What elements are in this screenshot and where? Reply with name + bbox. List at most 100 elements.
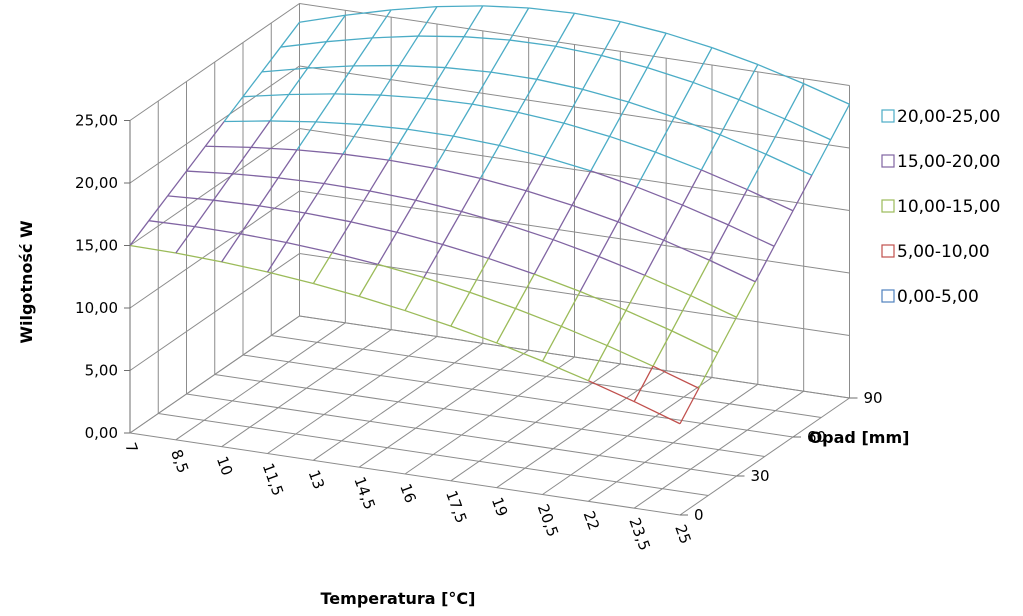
surface-line	[636, 151, 657, 188]
x-tick-label: 7	[121, 440, 141, 455]
surface-line	[175, 252, 222, 263]
y-tick-label: 0	[694, 506, 704, 524]
surface-line	[647, 66, 694, 84]
surface-line	[563, 89, 584, 124]
surface-line	[399, 64, 446, 69]
legend: 20,00-25,00 15,00-20,00 10,00-15,00 5,00-10…	[881, 107, 1000, 307]
surface-line	[765, 153, 813, 176]
wall-grid-line	[129, 252, 850, 371]
surface-line	[471, 71, 492, 105]
surface-line	[600, 21, 621, 56]
surface-line	[436, 5, 483, 8]
surface-line	[251, 146, 298, 151]
surface-line	[299, 14, 346, 23]
z-tick-label: 25,00	[75, 112, 118, 130]
surface-line	[269, 94, 290, 122]
surface-mesh	[129, 5, 851, 425]
z-axis-ticks: 0,00 5,00 10,00 15,00 20,00 25,00	[75, 112, 130, 442]
legend-swatch	[881, 244, 895, 258]
surface-line	[671, 295, 692, 332]
surface-line	[499, 144, 546, 158]
surface-line	[372, 35, 419, 39]
surface-line	[490, 71, 537, 80]
surface-line	[221, 233, 242, 263]
surface-line	[803, 83, 850, 105]
x-axis-title: Temperatura [°C]	[321, 589, 476, 608]
surface-line	[701, 169, 748, 191]
surface-line	[708, 224, 729, 261]
surface-line	[358, 295, 406, 312]
surface-line	[280, 41, 327, 48]
surface-line	[765, 118, 786, 155]
surface-line	[242, 71, 263, 98]
surface-line	[361, 123, 408, 130]
wall-grid-line	[129, 190, 850, 309]
surface-line	[692, 47, 713, 83]
surface-line	[460, 178, 481, 212]
surface-line	[681, 169, 702, 206]
surface-line	[590, 136, 611, 172]
surface-line	[472, 103, 519, 113]
floor-grid-line	[158, 413, 709, 496]
surface-line	[369, 159, 390, 192]
surface-line	[315, 93, 336, 123]
surface-line	[194, 199, 215, 227]
surface-line	[285, 212, 306, 243]
surface-line	[423, 244, 444, 278]
surface-line	[609, 101, 630, 137]
surface-line	[304, 183, 325, 214]
surface-line	[331, 221, 352, 254]
surface-line	[606, 310, 627, 346]
surface-line	[746, 153, 767, 190]
surface-line	[679, 387, 700, 425]
surface-line	[517, 78, 538, 113]
x-tick-label: 11,5	[259, 461, 287, 499]
surface-line	[379, 65, 400, 96]
surface-line	[261, 46, 282, 73]
surface-line	[425, 67, 446, 99]
x-tick-label: 22	[580, 509, 603, 533]
surface-line	[369, 190, 416, 201]
y-axis-ticks: 0 30 60 90	[680, 389, 883, 524]
surface-line	[830, 103, 851, 141]
surface-line	[652, 365, 700, 389]
floor-grid-line	[186, 393, 737, 477]
surface-line	[223, 96, 244, 122]
surface-line	[323, 182, 370, 192]
x-tick-label: 19	[488, 495, 511, 519]
surface-line	[588, 380, 635, 403]
surface-line	[644, 274, 691, 297]
surface-line	[391, 5, 438, 11]
surface-line	[598, 221, 619, 257]
surface-line	[738, 64, 759, 100]
y-tick-label: 90	[864, 389, 883, 407]
x-tick-label: 13	[305, 468, 328, 492]
surface-line	[514, 273, 535, 309]
surface-line	[633, 400, 681, 425]
surface-line	[507, 223, 554, 241]
surface-line	[646, 32, 667, 68]
surface-line	[663, 239, 710, 261]
surface-line	[784, 118, 831, 141]
surface-line	[342, 124, 363, 155]
surface-line	[746, 188, 794, 212]
surface-line	[663, 204, 684, 241]
surface-line	[536, 45, 557, 80]
surface-line	[496, 342, 543, 362]
surface-line	[450, 325, 497, 344]
surface-line	[444, 36, 465, 68]
surface-line	[442, 211, 463, 245]
floor-grid-line	[271, 335, 822, 418]
floor-grid-line	[214, 374, 765, 457]
y-axis-title: Opad [mm]	[809, 428, 910, 447]
surface-line	[506, 190, 527, 225]
surface-line	[606, 344, 654, 367]
surface-line	[571, 204, 619, 223]
surface-line	[261, 67, 308, 73]
surface-line	[423, 276, 470, 293]
surface-line	[350, 221, 397, 233]
x-tick-label: 17,5	[442, 488, 470, 526]
surface-line	[450, 291, 471, 327]
surface-line	[601, 54, 648, 69]
surface-line	[563, 122, 610, 138]
